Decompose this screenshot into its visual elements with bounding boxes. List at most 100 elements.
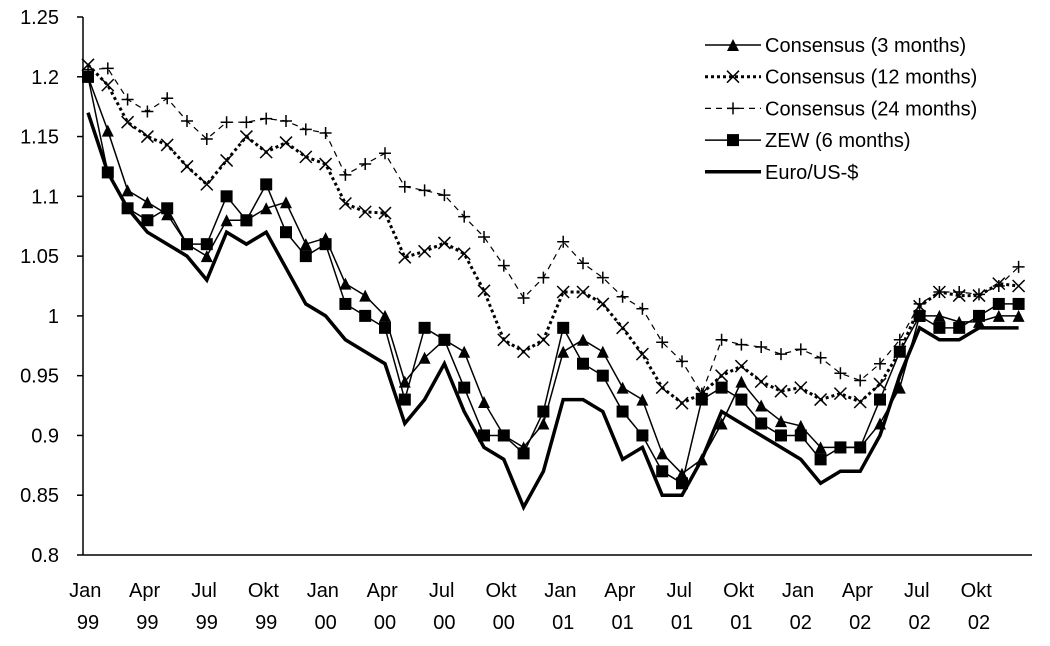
marker [893,333,906,346]
marker [754,375,768,389]
x-tick-label-line: 00 [374,612,396,634]
marker [774,384,788,398]
marker [438,333,451,346]
marker [953,285,966,298]
marker [755,417,768,430]
legend-label: Euro/US-$ [765,162,858,184]
marker [161,202,174,215]
legend-label: Consensus (12 months) [765,67,977,89]
marker [180,159,194,173]
marker [359,309,372,322]
marker [160,138,174,152]
marker [715,381,728,394]
x-tick-label-line: 01 [611,612,633,634]
marker [517,291,530,304]
marker [755,399,768,412]
marker [854,374,867,387]
x-tick-label-line: 00 [433,612,455,634]
marker [398,393,411,406]
marker [260,202,273,215]
x-tick-label-line: Jul [904,580,935,602]
marker [299,123,312,136]
x-tick-label-line: Jan [69,580,107,602]
x-tick-label-line: 02 [968,612,990,634]
marker [240,214,253,227]
marker [1012,297,1025,310]
marker [775,348,787,361]
marker [735,375,748,388]
legend-label: Consensus (3 months) [765,35,966,57]
marker [319,238,332,251]
x-tick-label: Jan 99 [69,580,107,634]
marker [794,429,807,442]
marker [874,393,886,406]
marker [913,297,926,310]
marker [517,447,530,460]
marker [141,196,154,209]
y-tick-label: 1.05 [20,246,59,268]
marker [656,336,669,349]
marker [418,184,431,197]
marker [726,70,740,84]
marker [853,395,867,409]
marker [775,429,787,442]
marker [457,247,471,261]
marker [339,168,352,181]
x-tick-label-line: 99 [255,612,277,634]
x-tick-label-line: Jan [544,580,582,602]
x-tick-label-line: Okt [248,580,285,602]
marker [973,309,985,322]
marker [418,244,432,258]
marker [260,112,273,125]
marker [458,345,471,358]
x-tick-label-line: Jul [429,580,460,602]
marker [141,105,154,118]
marker [537,417,550,430]
marker [854,441,867,454]
y-tick-label: 0.9 [31,425,59,447]
marker [616,290,629,303]
marker [834,441,847,454]
marker [239,130,253,144]
x-tick-label-line: 02 [908,612,930,634]
marker [358,205,372,219]
x-tick-label-line: Apr [842,580,879,602]
marker [616,381,629,394]
marker [458,210,471,223]
marker [992,309,1005,322]
marker [636,393,649,406]
x-tick-label-line: Okt [961,580,998,602]
marker [992,297,1005,310]
marker [992,280,1005,292]
marker [101,78,115,92]
marker [715,417,728,430]
marker [953,321,966,334]
marker [636,302,649,315]
marker [834,367,847,380]
marker [794,343,807,356]
marker [874,357,886,370]
y-tick-label: 1.2 [31,67,59,89]
x-tick-label-line: Jan [307,580,345,602]
marker [240,116,253,129]
marker [299,250,312,263]
x-tick-label-line: Jan [782,580,820,602]
x-tick-label-line: Apr [604,580,641,602]
marker [695,393,708,406]
marker [140,130,154,144]
marker [319,126,332,139]
legend-label: ZEW (6 months) [765,130,911,152]
marker [438,189,451,202]
marker [398,180,411,193]
marker [675,396,689,410]
marker [596,271,609,284]
marker [893,345,906,358]
marker [556,285,570,299]
marker [814,453,827,466]
x-tick-label: Jan 01 [544,580,582,634]
marker [379,321,391,334]
x-tick-label: Jan 02 [782,580,820,634]
marker [379,147,391,160]
marker [200,238,213,251]
x-tick-label-line: Apr [129,580,166,602]
